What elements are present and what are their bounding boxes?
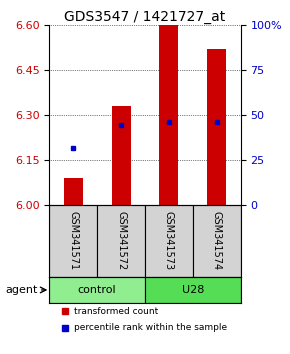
Text: GSM341574: GSM341574 [212,211,222,270]
Bar [193,205,241,277]
Text: percentile rank within the sample: percentile rank within the sample [74,324,227,332]
Text: GSM341573: GSM341573 [164,211,174,270]
Bar [64,178,83,205]
Text: control: control [78,285,117,295]
Title: GDS3547 / 1421727_at: GDS3547 / 1421727_at [64,10,226,24]
Text: transformed count: transformed count [74,307,158,316]
Bar [97,205,145,277]
Text: GSM341571: GSM341571 [68,211,78,270]
Bar [49,205,97,277]
Text: GSM341572: GSM341572 [116,211,126,271]
Bar [111,106,130,205]
Bar [160,25,179,205]
Text: agent: agent [5,285,37,295]
Bar [49,277,145,303]
Text: U28: U28 [182,285,204,295]
Bar [145,205,193,277]
Bar [207,49,226,205]
Bar [145,277,241,303]
